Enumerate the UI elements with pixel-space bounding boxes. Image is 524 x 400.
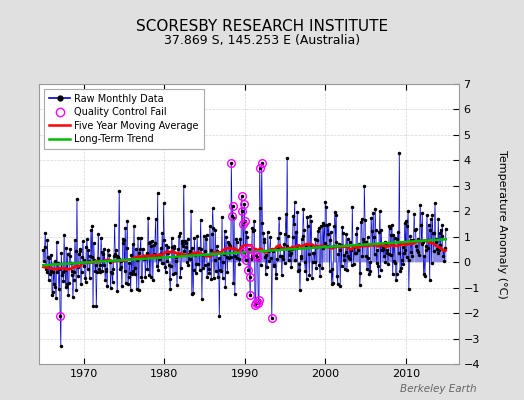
Text: 37.869 S, 145.253 E (Australia): 37.869 S, 145.253 E (Australia) bbox=[164, 34, 360, 47]
Y-axis label: Temperature Anomaly (°C): Temperature Anomaly (°C) bbox=[497, 150, 507, 298]
Text: SCORESBY RESEARCH INSTITUTE: SCORESBY RESEARCH INSTITUTE bbox=[136, 19, 388, 34]
Legend: Raw Monthly Data, Quality Control Fail, Five Year Moving Average, Long-Term Tren: Raw Monthly Data, Quality Control Fail, … bbox=[44, 89, 204, 149]
Text: Berkeley Earth: Berkeley Earth bbox=[400, 384, 477, 394]
